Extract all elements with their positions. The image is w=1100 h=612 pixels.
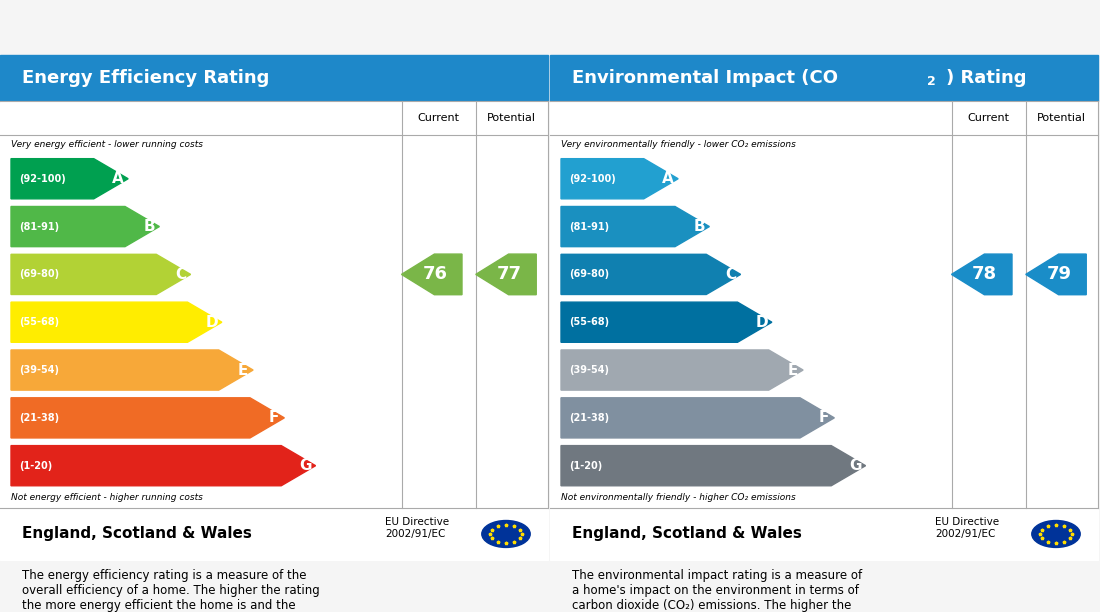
Text: Not environmentally friendly - higher CO₂ emissions: Not environmentally friendly - higher CO… <box>561 493 795 502</box>
Text: F: F <box>818 411 829 425</box>
Text: Very environmentally friendly - lower CO₂ emissions: Very environmentally friendly - lower CO… <box>561 140 796 149</box>
Text: EU Directive
2002/91/EC: EU Directive 2002/91/EC <box>935 517 999 539</box>
Text: A: A <box>662 171 673 186</box>
Text: (39-54): (39-54) <box>20 365 59 375</box>
Circle shape <box>1032 520 1080 547</box>
Bar <box>550 101 1098 135</box>
Text: B: B <box>143 219 155 234</box>
Text: (1-20): (1-20) <box>20 461 53 471</box>
Text: (55-68): (55-68) <box>20 317 59 327</box>
Polygon shape <box>11 206 159 247</box>
Text: (92-100): (92-100) <box>20 174 66 184</box>
Polygon shape <box>402 254 462 295</box>
Text: 2: 2 <box>926 75 935 88</box>
Text: ) Rating: ) Rating <box>946 69 1026 87</box>
Text: The environmental impact rating is a measure of
a home's impact on the environme: The environmental impact rating is a mea… <box>572 569 862 612</box>
Text: (92-100): (92-100) <box>570 174 616 184</box>
Text: Very energy efficient - lower running costs: Very energy efficient - lower running co… <box>11 140 204 149</box>
Polygon shape <box>11 159 128 199</box>
Polygon shape <box>11 302 222 342</box>
Polygon shape <box>1025 254 1087 295</box>
Text: Not energy efficient - higher running costs: Not energy efficient - higher running co… <box>11 493 202 502</box>
Text: (69-80): (69-80) <box>570 269 609 280</box>
Polygon shape <box>561 446 866 486</box>
Text: (21-38): (21-38) <box>570 413 609 423</box>
Polygon shape <box>11 255 190 294</box>
Text: F: F <box>268 411 279 425</box>
Text: (55-68): (55-68) <box>570 317 609 327</box>
Polygon shape <box>11 446 316 486</box>
Bar <box>0 508 548 560</box>
Polygon shape <box>561 255 740 294</box>
Text: 78: 78 <box>972 266 998 283</box>
Text: England, Scotland & Wales: England, Scotland & Wales <box>572 526 802 542</box>
Text: 77: 77 <box>496 266 521 283</box>
Text: England, Scotland & Wales: England, Scotland & Wales <box>22 526 252 542</box>
Bar <box>0 55 548 101</box>
Text: 76: 76 <box>422 266 448 283</box>
Bar <box>550 55 1098 101</box>
Text: A: A <box>112 171 123 186</box>
Bar <box>550 101 1098 508</box>
Polygon shape <box>952 254 1012 295</box>
Text: E: E <box>788 362 798 378</box>
Text: 79: 79 <box>1046 266 1071 283</box>
Text: B: B <box>693 219 705 234</box>
Polygon shape <box>561 350 803 390</box>
Text: (81-91): (81-91) <box>20 222 59 231</box>
Polygon shape <box>11 398 284 438</box>
Polygon shape <box>561 398 834 438</box>
Text: Potential: Potential <box>487 113 537 122</box>
Polygon shape <box>561 302 772 342</box>
Text: G: G <box>299 458 311 473</box>
Polygon shape <box>475 254 537 295</box>
Bar <box>0 101 548 135</box>
Text: E: E <box>238 362 248 378</box>
Text: The energy efficiency rating is a measure of the
overall efficiency of a home. T: The energy efficiency rating is a measur… <box>22 569 320 612</box>
Text: (81-91): (81-91) <box>570 222 609 231</box>
Polygon shape <box>11 350 253 390</box>
Text: EU Directive
2002/91/EC: EU Directive 2002/91/EC <box>385 517 449 539</box>
Text: (1-20): (1-20) <box>570 461 603 471</box>
Text: Environmental Impact (CO: Environmental Impact (CO <box>572 69 838 87</box>
Bar <box>550 508 1098 560</box>
Polygon shape <box>561 159 678 199</box>
Bar <box>0 101 548 508</box>
Text: D: D <box>206 315 218 330</box>
Text: (21-38): (21-38) <box>20 413 59 423</box>
Text: Current: Current <box>418 113 460 122</box>
Text: C: C <box>725 267 736 282</box>
Text: Current: Current <box>968 113 1010 122</box>
Text: D: D <box>756 315 768 330</box>
Text: Energy Efficiency Rating: Energy Efficiency Rating <box>22 69 270 87</box>
Text: (69-80): (69-80) <box>20 269 59 280</box>
Text: G: G <box>849 458 861 473</box>
Text: Potential: Potential <box>1037 113 1087 122</box>
Polygon shape <box>561 206 710 247</box>
Text: (39-54): (39-54) <box>570 365 609 375</box>
Circle shape <box>482 520 530 547</box>
Text: C: C <box>175 267 186 282</box>
